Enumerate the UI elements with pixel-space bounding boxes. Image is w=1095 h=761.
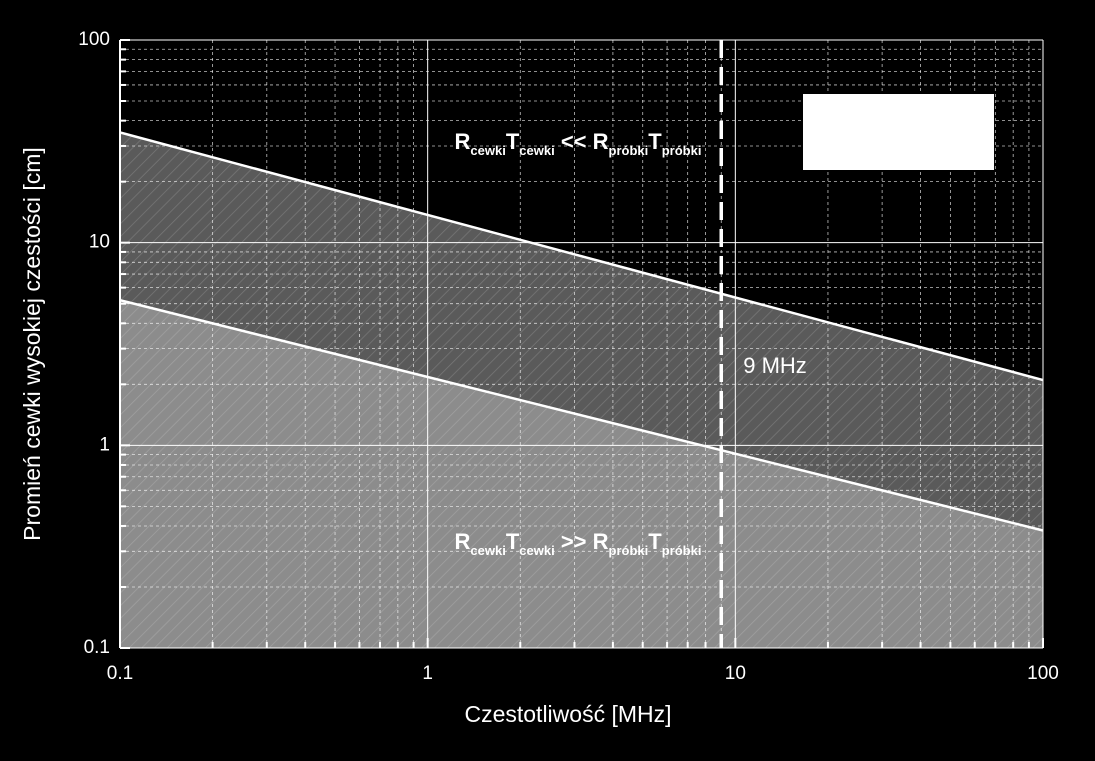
region-label: RcewkiTcewki << RpróbkiTpróbki: [455, 129, 702, 159]
line: [119, 299, 1044, 532]
vline-label: 9 MHz: [743, 353, 807, 378]
region-label: RcewkiTcewki >> RpróbkiTpróbki: [455, 529, 702, 559]
label-part: T: [506, 529, 520, 554]
x-tick-label: 100: [1027, 663, 1059, 684]
label-part: >> R: [555, 529, 609, 554]
x-tick-label: 0.1: [107, 663, 133, 684]
subscript: cewki: [519, 543, 554, 558]
x-tick-label: 10: [725, 663, 746, 684]
marks: [119, 40, 1044, 648]
label-part: T: [648, 529, 662, 554]
label-part: T: [506, 129, 520, 154]
subscript: próbki: [662, 543, 702, 558]
y-tick-label: 100: [78, 29, 110, 50]
area-hatch: [120, 300, 1043, 648]
subscript: cewki: [470, 143, 505, 158]
label-part: << R: [555, 129, 609, 154]
y-axis-label: Promień cewki wysokiej czestości [cm]: [19, 147, 45, 541]
line: [119, 131, 1044, 382]
legend-box: [803, 94, 994, 170]
subscript: cewki: [470, 543, 505, 558]
y-tick-label: 0.1: [84, 637, 110, 658]
label-part: R: [455, 529, 471, 554]
subscript: próbki: [609, 143, 649, 158]
label-part: T: [648, 129, 662, 154]
y-tick-label: 10: [89, 232, 110, 253]
x-axis-label: Czestotliwość [MHz]: [464, 701, 671, 727]
subscript: próbki: [609, 543, 649, 558]
subscript: próbki: [662, 143, 702, 158]
areas: [120, 132, 1043, 648]
grid: [119, 39, 1044, 649]
x-tick-label: 1: [422, 663, 433, 684]
y-tick-label: 1: [99, 434, 110, 455]
label-part: R: [455, 129, 471, 154]
subscript: cewki: [519, 143, 554, 158]
